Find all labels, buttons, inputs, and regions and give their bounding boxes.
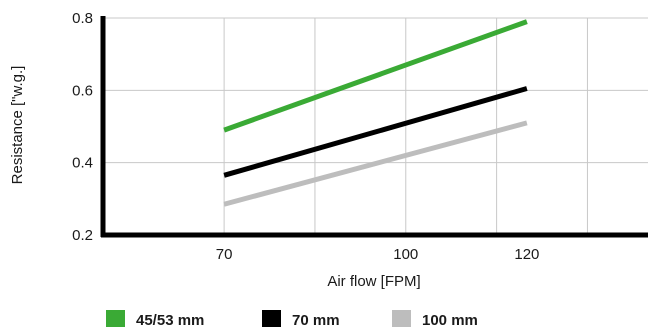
y-tick-label: 0.8 bbox=[72, 10, 93, 27]
legend-label: 70 mm bbox=[292, 312, 340, 327]
legend-item: 100 mm bbox=[392, 310, 478, 327]
plot-area bbox=[223, 19, 528, 207]
x-tick-label: 70 bbox=[216, 246, 233, 263]
grid bbox=[103, 17, 648, 235]
series-line bbox=[223, 19, 528, 133]
x-tick-label: 100 bbox=[393, 246, 418, 263]
series-line bbox=[223, 86, 528, 178]
axes bbox=[100, 16, 648, 238]
y-tick-label: 0.2 bbox=[72, 227, 93, 244]
x-tick-label: 120 bbox=[514, 246, 539, 263]
x-tick-labels: 70 100 120 bbox=[216, 246, 540, 263]
y-axis-title: Resistance ["w.g.] bbox=[9, 66, 26, 185]
y-tick-label: 0.6 bbox=[72, 82, 93, 99]
legend-swatch bbox=[106, 310, 125, 327]
series-line bbox=[223, 120, 528, 207]
legend-swatch bbox=[392, 310, 411, 327]
legend-label: 100 mm bbox=[422, 312, 478, 327]
y-tick-label: 0.4 bbox=[72, 155, 93, 172]
legend-label: 45/53 mm bbox=[136, 312, 204, 327]
legend-item: 45/53 mm bbox=[106, 310, 204, 327]
y-tick-labels: 0.2 0.4 0.6 0.8 bbox=[72, 10, 93, 244]
legend: 45/53 mm 70 mm 100 mm bbox=[106, 310, 478, 327]
legend-item: 70 mm bbox=[262, 310, 340, 327]
legend-swatch bbox=[262, 310, 281, 327]
x-axis-title: Air flow [FPM] bbox=[327, 273, 420, 290]
